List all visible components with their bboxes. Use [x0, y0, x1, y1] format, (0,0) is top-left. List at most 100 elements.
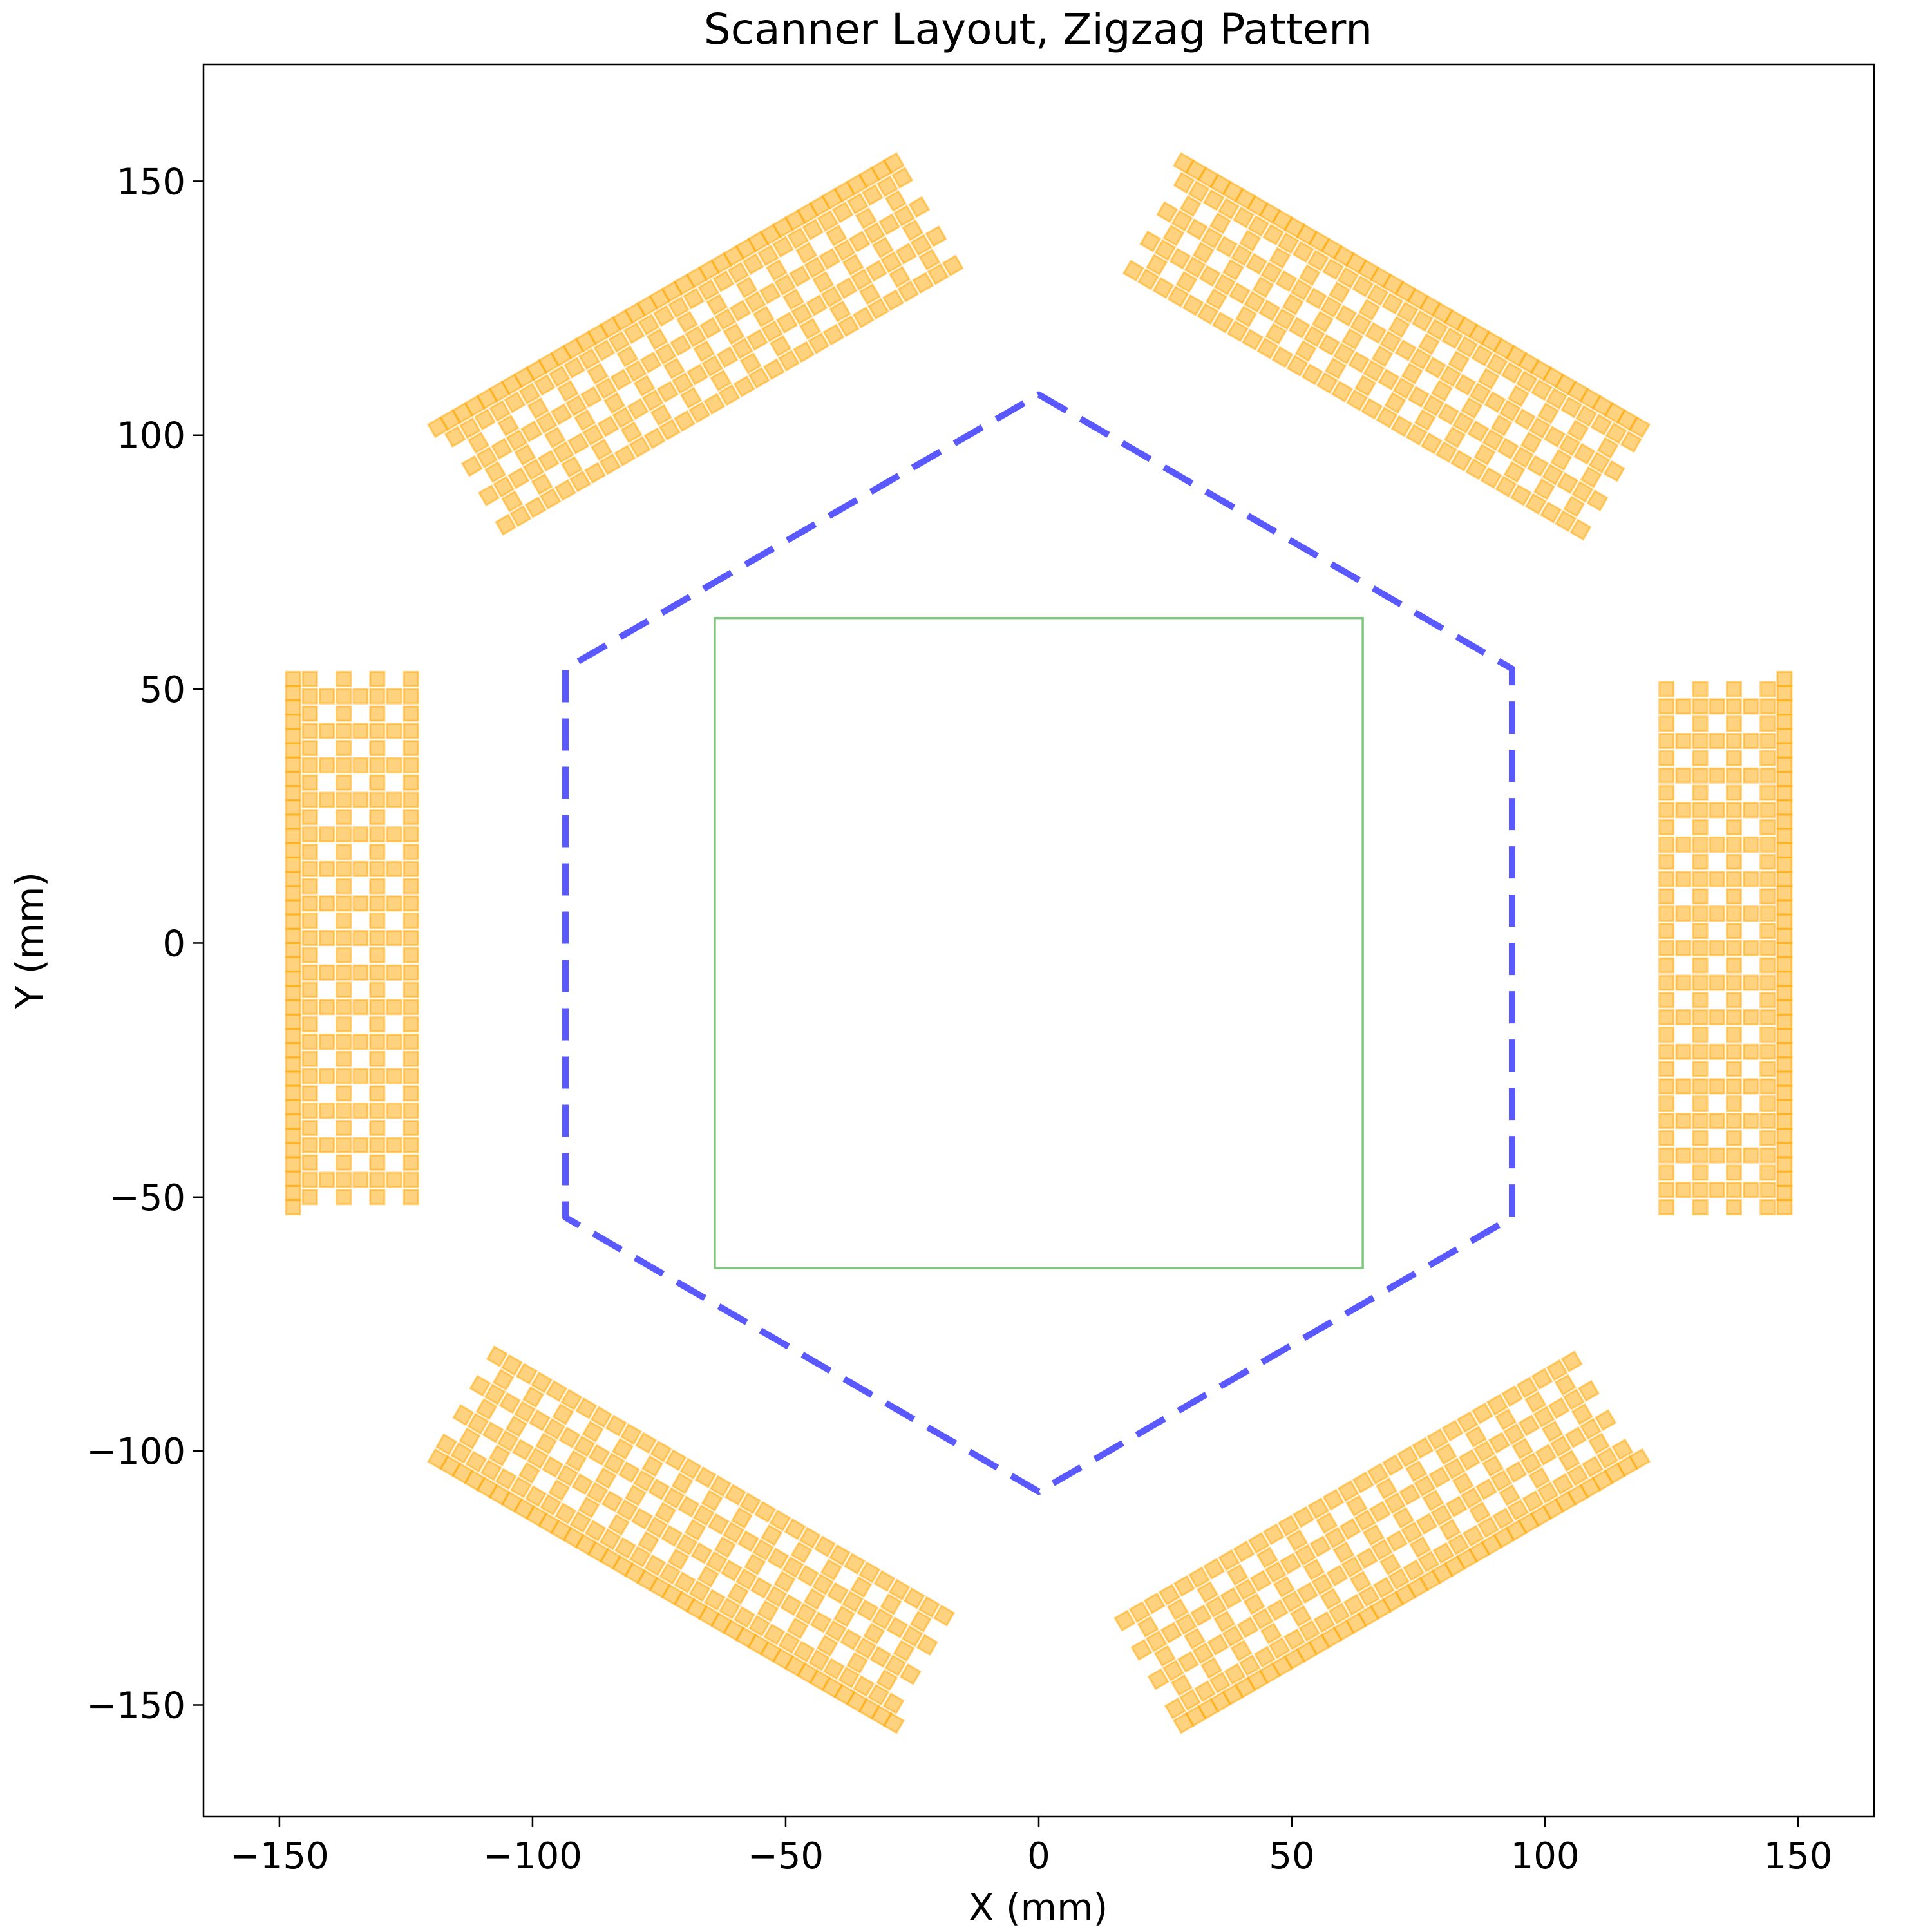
detector-element [1409, 348, 1432, 370]
detector-element [1692, 957, 1709, 974]
detector-element [1275, 270, 1298, 292]
detector-element [1407, 386, 1430, 408]
detector-element [882, 1712, 905, 1734]
detector-element [1658, 1009, 1675, 1026]
detector-element [667, 296, 690, 319]
detector-element [1350, 313, 1372, 336]
detector-element [554, 1502, 577, 1525]
detector-element [1520, 431, 1542, 454]
detector-element [386, 930, 402, 947]
detector-element [1759, 992, 1776, 1009]
detector-element [402, 947, 419, 963]
detector-element [784, 1518, 806, 1540]
detector-element [1510, 484, 1532, 506]
detector-element [369, 964, 386, 981]
detector-element [1776, 971, 1793, 987]
detector-element [336, 791, 352, 808]
detector-element [467, 1412, 489, 1435]
detector-element [1235, 1578, 1257, 1601]
y-tick-label: 0 [162, 923, 185, 965]
detector-element [550, 403, 573, 426]
detector-element [336, 723, 352, 739]
x-tick-label: 0 [1027, 1835, 1050, 1877]
detector-element [748, 366, 770, 389]
detector-element [803, 1587, 826, 1611]
detector-element [1454, 374, 1477, 396]
detector-element [352, 1137, 369, 1153]
detector-element [599, 1528, 621, 1551]
detector-element [1692, 1043, 1709, 1060]
detector-element [1759, 923, 1776, 939]
detector-element [690, 1542, 713, 1564]
detector-element [336, 1171, 352, 1188]
detector-element [586, 1481, 609, 1504]
detector-element [1450, 450, 1473, 472]
detector-element [1414, 1475, 1436, 1497]
detector-element [1188, 180, 1210, 203]
detector-element [318, 826, 335, 843]
detector-element [301, 1120, 318, 1136]
detector-element [683, 287, 705, 310]
detector-element [1367, 1463, 1389, 1485]
detector-element [1709, 1113, 1725, 1129]
detector-element [723, 323, 745, 345]
detector-element [1573, 442, 1596, 465]
detector-element [1343, 1593, 1365, 1616]
detector-element [614, 444, 636, 467]
detector-element [1290, 1605, 1312, 1627]
detector-element [560, 455, 583, 478]
detector-element [1130, 1638, 1153, 1662]
detector-element [918, 249, 941, 271]
detector-element [763, 1623, 786, 1645]
detector-element [1422, 394, 1444, 417]
detector-element [775, 311, 799, 334]
detector-element [646, 328, 668, 350]
detector-element [1759, 905, 1776, 922]
detector-element [1399, 1483, 1421, 1506]
detector-element [633, 1470, 656, 1492]
detector-element [1709, 802, 1725, 819]
detector-element [1311, 310, 1334, 333]
detector-element [1507, 384, 1530, 408]
detector-element [706, 293, 728, 316]
detector-element [529, 1409, 551, 1432]
detector-element [1776, 685, 1793, 701]
detector-element [285, 913, 301, 930]
detector-element [336, 670, 352, 687]
detector-element [1218, 1549, 1240, 1571]
detector-element [1137, 1615, 1159, 1638]
detector-element [616, 345, 639, 368]
detector-element [1776, 1056, 1793, 1073]
detector-element [888, 1578, 911, 1601]
detector-element [878, 213, 901, 236]
detector-element [1172, 152, 1195, 175]
detector-element [1307, 249, 1329, 272]
detector-element [444, 426, 466, 448]
detector-element [1503, 1423, 1526, 1445]
detector-element [301, 1016, 318, 1033]
detector-element [1271, 346, 1294, 368]
detector-element [285, 1184, 301, 1201]
detector-element [522, 458, 545, 480]
detector-element [641, 389, 664, 412]
detector-element [1435, 440, 1458, 463]
detector-element [1388, 1567, 1410, 1590]
detector-element [773, 1571, 796, 1593]
detector-element [1530, 379, 1553, 401]
detector-element [524, 496, 547, 518]
detector-element [1725, 1130, 1742, 1146]
detector-element [1776, 942, 1793, 958]
detector-element [1251, 1607, 1274, 1630]
detector-element [1164, 1697, 1186, 1719]
detector-element [701, 355, 724, 377]
detector-element [1709, 698, 1725, 715]
detector-element [737, 1530, 760, 1553]
detector-element [795, 1602, 817, 1625]
detector-element [369, 757, 386, 773]
detector-element [1692, 992, 1709, 1009]
detector-element [1658, 923, 1675, 939]
chart-title: Scanner Layout, Zigzag Pattern [704, 5, 1372, 54]
detector-element [820, 1558, 842, 1581]
detector-element [697, 1565, 719, 1588]
detector-element [386, 688, 402, 705]
